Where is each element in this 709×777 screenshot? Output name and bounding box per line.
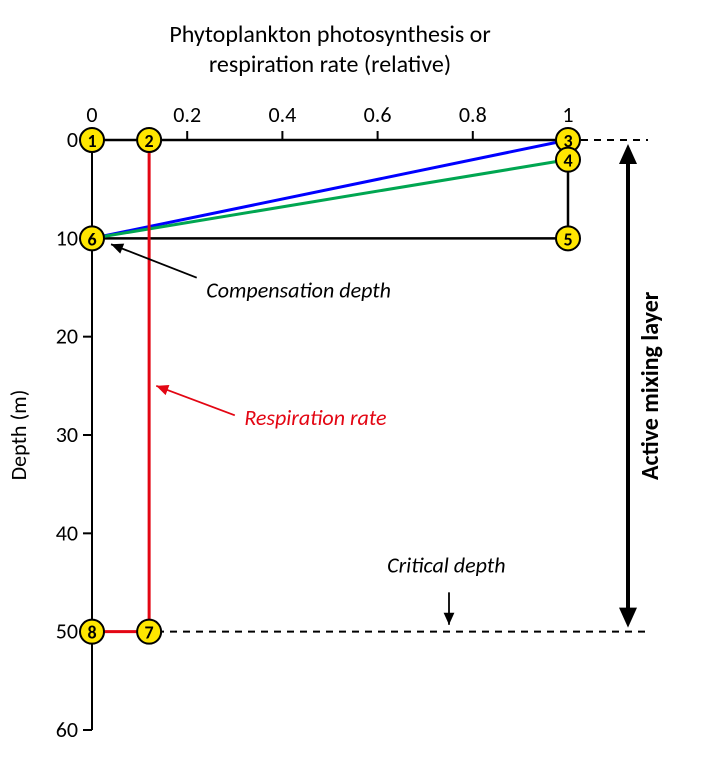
marker-6-label: 6 [87,228,96,250]
annotation-compensation-depth-label: Compensation depth [206,276,391,303]
marker-7-label: 7 [145,622,154,644]
series-red-respiration [92,140,149,632]
critical-depth-chart: Phytoplankton photosynthesis orrespirati… [0,0,709,777]
x-tick-label: 1 [562,101,573,128]
annotation-critical-depth-label: Critical depth [387,552,505,579]
marker-1-label: 1 [87,130,96,152]
mixing-layer-label: Active mixing layer [636,291,665,480]
x-tick-label: 0 [86,101,97,128]
arrow-head [444,613,455,625]
series-green-line [92,160,568,239]
y-tick-label: 60 [56,716,78,743]
arrow-head [619,608,637,628]
marker-2-label: 2 [145,130,154,152]
y-tick-label: 40 [56,519,78,546]
annotation-compensation-depth-arrow [111,244,197,277]
arrow-head [111,244,124,254]
marker-5-label: 5 [563,228,572,250]
y-tick-label: 20 [56,323,78,350]
y-tick-label: 0 [67,126,78,153]
x-tick-label: 0.8 [459,101,487,128]
annotation-respiration-rate-label: Respiration rate [244,404,386,431]
chart-title-line2: respiration rate (relative) [209,50,451,79]
arrow-head [619,144,637,164]
x-tick-label: 0.6 [364,101,392,128]
marker-4-label: 4 [563,150,572,172]
y-tick-label: 30 [56,421,78,448]
marker-8-label: 8 [87,622,96,644]
y-tick-label: 10 [56,224,78,251]
x-tick-label: 0.4 [268,101,296,128]
arrow-head [156,385,169,395]
y-axis-label: Depth (m) [5,390,32,481]
y-tick-label: 50 [56,618,78,645]
chart-title-line1: Phytoplankton photosynthesis or [169,20,490,49]
series-blue-line [92,140,568,238]
x-tick-label: 0.2 [173,101,201,128]
annotation-respiration-rate-arrow [156,386,235,416]
